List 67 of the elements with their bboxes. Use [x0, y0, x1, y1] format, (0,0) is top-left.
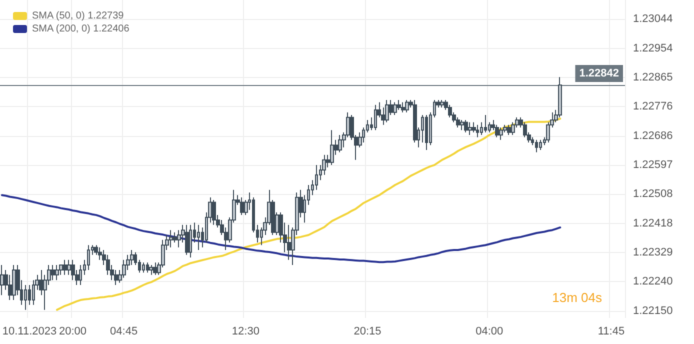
annotation: 13m 04s — [552, 290, 602, 305]
y-tick-label: 1.22329 — [633, 246, 673, 259]
x-tick-label: 12:30 — [232, 326, 260, 338]
candlestick — [169, 230, 173, 248]
x-tick-label: 10.11.2023 — [2, 326, 57, 338]
candlestick — [185, 224, 189, 256]
y-tick-label: 1.22150 — [633, 305, 673, 318]
y-tick-label: 1.23044 — [633, 12, 673, 25]
legend-label: SMA (50, 0) 1.22739 — [32, 10, 124, 22]
candlestick — [539, 139, 542, 151]
candlestick — [476, 124, 479, 138]
candlestick — [374, 104, 377, 131]
y-tick-label: 1.22954 — [633, 42, 673, 54]
candlestick — [425, 114, 428, 151]
candlestick — [55, 264, 59, 281]
y-tick-label: 1.22776 — [633, 100, 673, 113]
x-tick-label: 20:15 — [354, 326, 382, 338]
candlestick — [189, 224, 192, 258]
candlestick — [511, 122, 515, 136]
x-tick-label: 11:45 — [598, 326, 625, 338]
candlestick — [468, 122, 472, 136]
candlestick — [12, 264, 16, 301]
candlestick — [130, 250, 134, 266]
y-tick-label: 1.22240 — [633, 276, 673, 288]
y-tick-label: 1.22508 — [633, 188, 673, 200]
candlestick — [146, 262, 149, 274]
candlestick — [535, 139, 538, 153]
candlestick — [153, 262, 157, 276]
candlestick — [24, 284, 27, 310]
candlestick — [240, 196, 244, 216]
line-series — [0, 194, 562, 264]
candlestick — [456, 116, 460, 128]
candlestick — [401, 102, 405, 113]
candlestick — [507, 124, 511, 136]
candlestick — [495, 124, 499, 138]
candlestick — [0, 264, 4, 296]
candlestick — [173, 232, 177, 244]
candlestick — [212, 200, 216, 226]
y-tick-label: 1.22686 — [633, 130, 673, 142]
candlestick — [114, 269, 118, 286]
y-tick-label: 1.22597 — [633, 159, 673, 172]
x-tick-label: 04:45 — [110, 326, 138, 338]
candlestick — [63, 259, 67, 276]
candlestick — [51, 264, 55, 281]
candlestick — [558, 76, 562, 118]
candlestick — [197, 224, 200, 251]
ref-line-label: 1.22842 — [579, 67, 619, 80]
candlestick — [405, 100, 409, 113]
candlestick — [393, 102, 397, 116]
x-tick-label: 20:00 — [58, 326, 86, 338]
x-tick-label: 04:00 — [476, 326, 504, 338]
y-tick-label: 1.22865 — [633, 71, 673, 84]
candlestick — [122, 259, 126, 278]
candlestick — [448, 104, 452, 118]
candlestick — [149, 264, 153, 276]
candlestick — [484, 114, 487, 133]
candlestick — [499, 126, 503, 140]
candlestick — [440, 100, 444, 108]
candlestick — [71, 259, 75, 281]
candlestick — [460, 119, 464, 131]
y-tick-label: 1.22418 — [633, 218, 673, 230]
candlestick — [142, 262, 145, 274]
candlestick — [464, 119, 468, 133]
candlestick — [385, 100, 389, 123]
legend-label: SMA (200, 0) 1.22406 — [32, 24, 130, 34]
candlestick — [338, 134, 342, 153]
candlestick — [330, 130, 334, 166]
